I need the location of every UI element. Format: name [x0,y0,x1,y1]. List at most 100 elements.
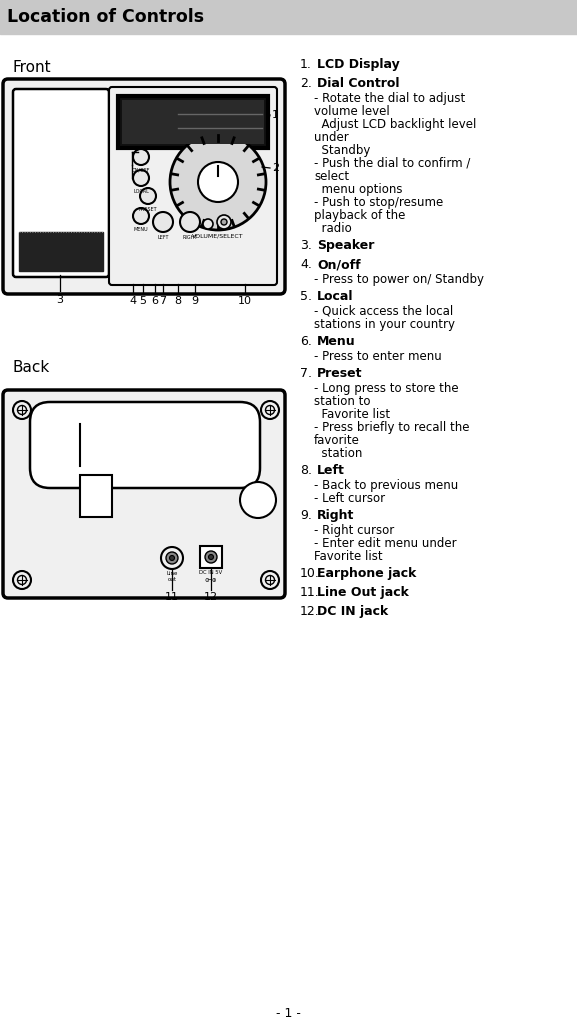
FancyBboxPatch shape [3,390,285,598]
Text: 11: 11 [165,592,179,602]
Text: 10: 10 [238,296,252,306]
Text: ON/OFF: ON/OFF [132,168,150,173]
Bar [80,475,112,517]
Circle shape [221,219,227,225]
Circle shape [265,576,275,584]
Text: 4: 4 [129,296,137,306]
Text: 6: 6 [152,296,159,306]
Text: menu options: menu options [314,183,403,196]
Circle shape [153,212,173,232]
Text: 6.: 6. [300,335,312,348]
Text: 4.: 4. [300,258,312,271]
Circle shape [203,219,213,229]
Text: radio: radio [314,222,352,235]
Text: 10.: 10. [300,567,320,580]
Text: - Back to previous menu: - Back to previous menu [314,479,458,492]
FancyBboxPatch shape [3,79,285,294]
Circle shape [208,554,213,559]
Text: 8: 8 [174,296,182,306]
Text: playback of the: playback of the [314,209,406,222]
Circle shape [180,212,200,232]
Text: select: select [314,170,349,183]
Text: volume level: volume level [314,105,389,118]
Text: DC IN jack: DC IN jack [317,605,388,618]
Text: Back: Back [12,360,49,375]
Text: ⊖─⊕: ⊖─⊕ [205,578,218,583]
Text: Adjust LCD backlight level: Adjust LCD backlight level [314,118,477,131]
Text: 12: 12 [204,592,218,602]
Circle shape [133,170,149,186]
Circle shape [198,162,238,202]
Circle shape [217,215,231,229]
Bar [19,232,103,271]
Text: - Left cursor: - Left cursor [314,492,385,505]
Text: stations in your country: stations in your country [314,318,455,331]
Text: Location of Controls: Location of Controls [7,8,204,26]
Text: - 1 -: - 1 - [276,1007,301,1020]
Text: 3: 3 [57,295,63,305]
Text: On/off: On/off [317,258,361,271]
Text: Left: Left [317,464,345,477]
Text: under: under [314,131,349,144]
Text: Standby: Standby [314,144,370,157]
Text: - Press to power on/ Standby: - Press to power on/ Standby [314,273,484,286]
Text: - Enter edit menu under: - Enter edit menu under [314,537,456,550]
Text: - Rotate the dial to adjust: - Rotate the dial to adjust [314,92,465,105]
FancyBboxPatch shape [30,402,260,488]
Text: 7.: 7. [300,367,312,381]
Text: 2: 2 [272,163,279,173]
Circle shape [261,401,279,419]
Text: Line
out: Line out [166,571,178,582]
Text: Earphone jack: Earphone jack [317,567,417,580]
Text: 9.: 9. [300,509,312,522]
Circle shape [170,134,266,230]
Text: 11.: 11. [300,586,320,599]
Text: LOCAL: LOCAL [133,189,149,194]
Circle shape [166,552,178,564]
Circle shape [161,547,183,569]
Circle shape [133,149,149,165]
Circle shape [17,576,27,584]
Circle shape [13,571,31,589]
Text: Line Out jack: Line Out jack [317,586,409,599]
Circle shape [133,208,149,224]
Text: Menu: Menu [317,335,355,348]
Text: Favorite list: Favorite list [314,550,383,562]
Text: LEFT: LEFT [158,235,168,240]
Bar [122,100,264,144]
Text: station: station [314,447,362,460]
Circle shape [240,482,276,518]
Text: - Quick access the local: - Quick access the local [314,305,454,318]
Text: Favorite list: Favorite list [314,408,390,421]
Text: - Long press to store the: - Long press to store the [314,382,459,395]
Circle shape [265,405,275,415]
Text: - Push the dial to confirm /: - Push the dial to confirm / [314,157,470,170]
Text: Right: Right [317,509,354,522]
Text: 1: 1 [272,110,279,120]
Text: Speaker: Speaker [317,239,374,252]
Text: 2.: 2. [300,77,312,90]
Text: RIGHT: RIGHT [182,235,198,240]
Text: - Press briefly to recall the: - Press briefly to recall the [314,421,470,434]
Circle shape [170,555,174,560]
Text: 3.: 3. [300,239,312,252]
Text: 9: 9 [192,296,198,306]
Text: Preset: Preset [317,367,362,381]
Circle shape [13,401,31,419]
Text: 5: 5 [140,296,147,306]
Bar [200,546,222,568]
Text: favorite: favorite [314,434,360,447]
Text: Local: Local [317,290,354,303]
Text: LCD Display: LCD Display [317,58,400,71]
Text: Front: Front [12,60,51,75]
Text: 1.: 1. [300,58,312,71]
Text: station to: station to [314,395,370,408]
Text: 12.: 12. [300,605,320,618]
Text: MENU: MENU [134,227,148,232]
Circle shape [17,405,27,415]
Text: - Press to enter menu: - Press to enter menu [314,349,442,363]
Text: VOLUME/SELECT: VOLUME/SELECT [192,233,244,238]
Bar [0,0,577,34]
Circle shape [261,571,279,589]
Circle shape [140,188,156,204]
